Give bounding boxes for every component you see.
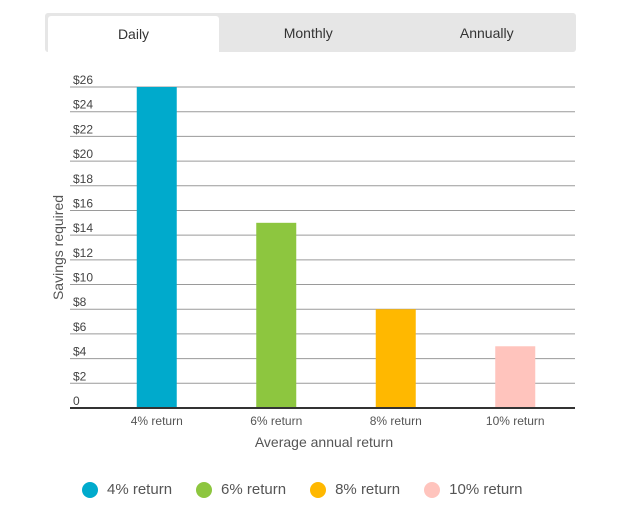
x-tick-label: 10% return [486, 414, 545, 428]
legend-label: 10% return [449, 481, 523, 498]
legend-label: 4% return [107, 481, 173, 498]
x-tick-labels: 4% return 6% return 8% return 10% return [131, 414, 545, 428]
legend-item[interactable]: 8% return [310, 481, 400, 498]
y-tick-label: $24 [73, 98, 93, 112]
bar [375, 309, 416, 408]
bars [136, 87, 536, 408]
y-tick-label: $26 [73, 73, 93, 87]
legend-item[interactable]: 4% return [82, 481, 172, 498]
y-tick-label: $18 [73, 172, 93, 186]
legend-label: 8% return [335, 481, 401, 498]
legend-item[interactable]: 10% return [424, 481, 523, 498]
y-tick-label: $6 [73, 320, 87, 334]
y-tick-label: $14 [73, 221, 93, 235]
y-tick-label: $22 [73, 122, 93, 136]
y-tick-label: $20 [73, 147, 93, 161]
y-tick-label: $2 [73, 369, 87, 383]
y-tick-label: 0 [73, 394, 80, 408]
y-tick-label: $16 [73, 196, 93, 210]
y-tick-label: $8 [73, 295, 87, 309]
x-axis-title: Average annual return [255, 434, 393, 450]
bar [256, 222, 297, 408]
legend-dot-icon [424, 481, 441, 498]
savings-bar-chart: 0 $2 $4 $6 $8 $10 $12 $14 $16 $18 $20 $22 $24 $26 4% … [50, 73, 575, 450]
tab-daily[interactable]: Daily [48, 16, 219, 52]
legend-dot-icon [310, 481, 327, 498]
y-tick-labels: 0 $2 $4 $6 $8 $10 $12 $14 $16 $18 $20 $22 $24 $26 [73, 73, 93, 408]
legend-dot-icon [82, 481, 98, 498]
x-tick-label: 4% return [131, 414, 183, 428]
y-tick-label: $12 [73, 246, 93, 260]
tab-monthly[interactable]: Monthly [283, 24, 333, 41]
y-axis-title: Savings required [50, 195, 66, 300]
legend-label: 6% return [221, 481, 287, 498]
legend-item[interactable]: 6% return [196, 481, 286, 498]
legend-dot-icon [196, 481, 213, 498]
period-tabs: Daily Monthly Annually [45, 13, 576, 52]
y-tick-label: $10 [73, 271, 93, 285]
tab-annually[interactable]: Annually [459, 24, 514, 41]
bar [495, 346, 536, 408]
x-tick-label: 6% return [250, 414, 302, 428]
legend: 4% return 6% return 8% return 10% return [82, 481, 547, 498]
y-tick-label: $4 [73, 345, 87, 359]
bar [136, 87, 177, 408]
x-tick-label: 8% return [370, 414, 422, 428]
